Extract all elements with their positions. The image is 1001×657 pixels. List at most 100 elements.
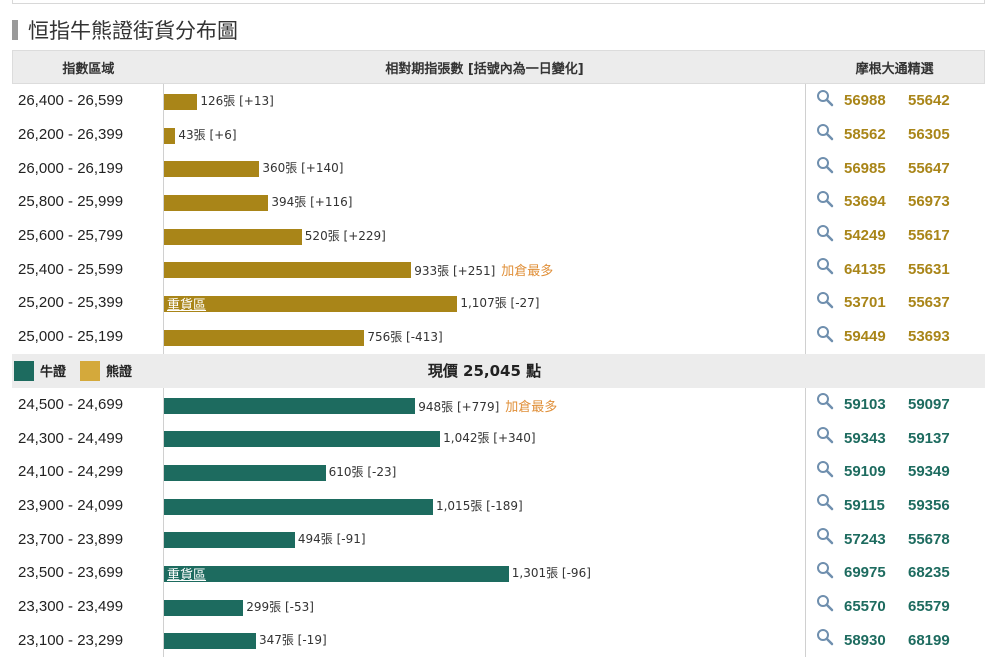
data-label-value: 1,015張 [-189] <box>436 499 523 513</box>
warrant-code[interactable]: 65579 <box>908 598 972 615</box>
data-label-value: 43張 [+6] <box>178 128 236 142</box>
search-icon[interactable] <box>816 628 834 646</box>
warrant-code[interactable]: 55642 <box>908 92 972 109</box>
warrant-code[interactable]: 68199 <box>908 632 972 649</box>
warrant-code[interactable]: 58562 <box>844 126 908 143</box>
warrant-code[interactable]: 53694 <box>844 193 908 210</box>
bear-bar <box>164 128 175 144</box>
search-icon[interactable] <box>816 224 834 242</box>
warrant-code[interactable]: 59349 <box>908 463 972 480</box>
warrant-code[interactable]: 53693 <box>908 328 972 345</box>
warrant-code[interactable]: 55617 <box>908 227 972 244</box>
data-label-value: 610張 [-23] <box>329 465 397 479</box>
search-icon[interactable] <box>816 594 834 612</box>
warrant-code[interactable]: 59097 <box>908 396 972 413</box>
top-rule <box>12 0 985 4</box>
warrant-code[interactable]: 56973 <box>908 193 972 210</box>
data-label: 299張 [-53] <box>246 598 314 615</box>
range-label: 26,000 - 26,199 <box>12 160 163 177</box>
bar-cell: 126張 [+13] <box>163 84 806 118</box>
bear-bar <box>164 296 457 312</box>
warrant-code[interactable]: 68235 <box>908 564 972 581</box>
warrant-code[interactable]: 54249 <box>844 227 908 244</box>
search-icon[interactable] <box>816 325 834 343</box>
data-label: 43張 [+6] <box>178 126 236 143</box>
range-label: 24,500 - 24,699 <box>12 396 163 413</box>
legend-bear: 熊證 <box>80 361 132 381</box>
search-icon[interactable] <box>816 123 834 141</box>
warrant-code[interactable]: 69975 <box>844 564 908 581</box>
bar-cell: 948張 [+779]加倉最多 <box>163 388 806 422</box>
search-icon[interactable] <box>816 426 834 444</box>
search-icon[interactable] <box>816 460 834 478</box>
bear-bar <box>164 195 268 211</box>
warrant-code[interactable]: 56985 <box>844 160 908 177</box>
heavy-zone-label: 重貨區 <box>167 564 206 583</box>
warrant-code[interactable]: 55647 <box>908 160 972 177</box>
bar-cell: 347張 [-19] <box>163 623 806 657</box>
warrant-code[interactable]: 59109 <box>844 463 908 480</box>
search-icon[interactable] <box>816 156 834 174</box>
distribution-chart: 指數區域 相對期指張數 [括號內為一日變化] 摩根大通精選 26,400 - 2… <box>12 50 985 657</box>
data-label: 948張 [+779]加倉最多 <box>418 396 557 415</box>
bull-bar <box>164 499 433 515</box>
warrant-code[interactable]: 55637 <box>908 294 972 311</box>
search-icon[interactable] <box>816 392 834 410</box>
warrant-code[interactable]: 59343 <box>844 430 908 447</box>
warrant-code[interactable]: 65570 <box>844 598 908 615</box>
range-label: 24,300 - 24,499 <box>12 430 163 447</box>
search-icon[interactable] <box>816 190 834 208</box>
bar-cell: 520張 [+229] <box>163 219 806 253</box>
search-icon[interactable] <box>816 257 834 275</box>
warrant-code[interactable]: 56305 <box>908 126 972 143</box>
title-block: 恒指牛熊證街貨分布圖 <box>12 16 238 44</box>
search-icon[interactable] <box>816 291 834 309</box>
warrant-code[interactable]: 59137 <box>908 430 972 447</box>
legend-bull: 牛證 <box>14 361 66 381</box>
current-price-row: 牛證 熊證 現價 25,045 點 <box>12 354 985 388</box>
bar-cell: 933張 [+251]加倉最多 <box>163 252 806 286</box>
data-label: 610張 [-23] <box>329 463 397 480</box>
warrant-code[interactable]: 55631 <box>908 261 972 278</box>
search-icon[interactable] <box>816 561 834 579</box>
warrant-code[interactable]: 56988 <box>844 92 908 109</box>
warrant-code[interactable]: 53701 <box>844 294 908 311</box>
warrant-code[interactable]: 59115 <box>844 497 908 514</box>
search-icon[interactable] <box>816 527 834 545</box>
data-label: 126張 [+13] <box>200 92 273 109</box>
search-icon[interactable] <box>816 89 834 107</box>
search-icon[interactable] <box>816 493 834 511</box>
warrant-code[interactable]: 55678 <box>908 531 972 548</box>
range-label: 25,400 - 25,599 <box>12 261 163 278</box>
data-label: 1,042張 [+340] <box>443 429 536 446</box>
range-label: 25,600 - 25,799 <box>12 227 163 244</box>
range-label: 23,300 - 23,499 <box>12 598 163 615</box>
warrant-code[interactable]: 58930 <box>844 632 908 649</box>
data-label-value: 520張 [+229] <box>305 229 386 243</box>
warrant-code[interactable]: 57243 <box>844 531 908 548</box>
data-label-value: 394張 [+116] <box>271 195 352 209</box>
range-label: 23,900 - 24,099 <box>12 497 163 514</box>
warrant-code[interactable]: 59356 <box>908 497 972 514</box>
warrant-code[interactable]: 59103 <box>844 396 908 413</box>
warrant-code[interactable]: 59449 <box>844 328 908 345</box>
warrant-code[interactable]: 64135 <box>844 261 908 278</box>
bear-bar <box>164 161 259 177</box>
bull-bar <box>164 566 509 582</box>
